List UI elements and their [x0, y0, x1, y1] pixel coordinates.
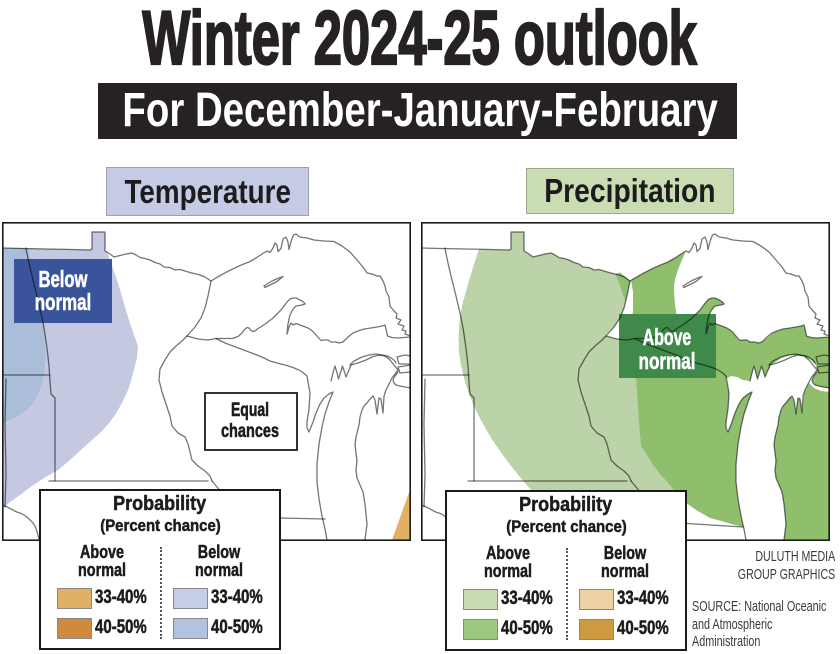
svg-text:Equal: Equal — [231, 400, 269, 421]
svg-text:normal: normal — [35, 289, 92, 315]
svg-text:normal: normal — [639, 348, 696, 374]
svg-text:chances: chances — [221, 421, 279, 442]
svg-text:Below: Below — [39, 266, 88, 292]
svg-text:Above: Above — [643, 324, 692, 350]
